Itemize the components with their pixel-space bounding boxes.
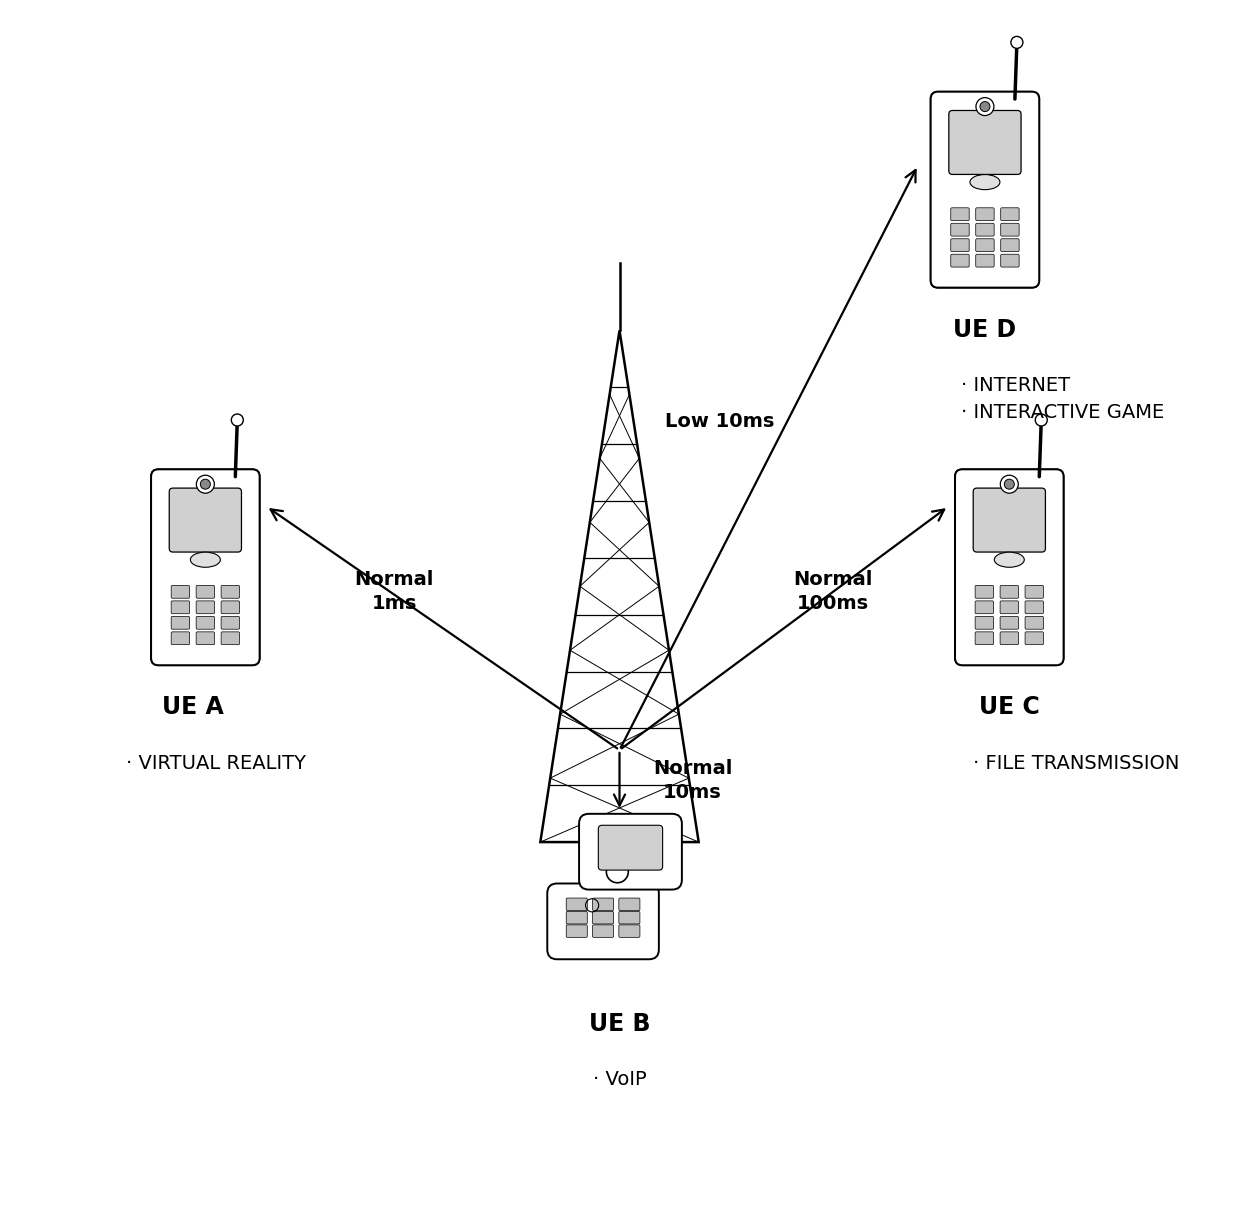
FancyBboxPatch shape	[951, 223, 970, 237]
FancyBboxPatch shape	[955, 469, 1064, 665]
FancyBboxPatch shape	[951, 239, 970, 251]
Circle shape	[606, 861, 629, 883]
Text: · VIRTUAL REALITY: · VIRTUAL REALITY	[126, 754, 306, 772]
FancyBboxPatch shape	[151, 469, 259, 665]
FancyBboxPatch shape	[1001, 223, 1019, 237]
FancyBboxPatch shape	[949, 111, 1021, 175]
FancyBboxPatch shape	[171, 632, 190, 644]
Circle shape	[1004, 479, 1014, 489]
FancyBboxPatch shape	[169, 488, 242, 552]
Text: Normal
100ms: Normal 100ms	[794, 570, 873, 612]
Ellipse shape	[994, 552, 1024, 567]
FancyBboxPatch shape	[975, 632, 993, 644]
FancyBboxPatch shape	[1025, 601, 1044, 614]
FancyBboxPatch shape	[976, 254, 994, 267]
FancyBboxPatch shape	[579, 814, 682, 890]
Circle shape	[1011, 37, 1023, 48]
FancyBboxPatch shape	[221, 616, 239, 630]
Text: · FILE TRANSMISSION: · FILE TRANSMISSION	[972, 754, 1179, 772]
FancyBboxPatch shape	[1001, 254, 1019, 267]
FancyBboxPatch shape	[593, 898, 614, 910]
FancyBboxPatch shape	[593, 925, 614, 938]
Text: Normal
1ms: Normal 1ms	[355, 570, 434, 612]
FancyBboxPatch shape	[970, 469, 1059, 660]
Text: Normal
10ms: Normal 10ms	[653, 759, 733, 802]
FancyBboxPatch shape	[567, 925, 588, 938]
FancyBboxPatch shape	[547, 883, 658, 960]
Circle shape	[1001, 476, 1018, 493]
FancyBboxPatch shape	[619, 898, 640, 910]
FancyBboxPatch shape	[599, 825, 662, 870]
FancyBboxPatch shape	[976, 239, 994, 251]
FancyBboxPatch shape	[196, 632, 215, 644]
FancyBboxPatch shape	[951, 254, 970, 267]
FancyBboxPatch shape	[567, 898, 588, 910]
FancyBboxPatch shape	[567, 912, 588, 924]
FancyBboxPatch shape	[931, 91, 1039, 287]
Text: UE D: UE D	[954, 318, 1017, 341]
FancyBboxPatch shape	[1001, 601, 1018, 614]
FancyBboxPatch shape	[221, 585, 239, 599]
FancyBboxPatch shape	[171, 616, 190, 630]
FancyBboxPatch shape	[196, 601, 215, 614]
Text: Low 10ms: Low 10ms	[666, 411, 775, 431]
FancyBboxPatch shape	[196, 616, 215, 630]
FancyBboxPatch shape	[221, 632, 239, 644]
Text: UE A: UE A	[162, 695, 224, 719]
FancyBboxPatch shape	[976, 208, 994, 221]
FancyBboxPatch shape	[151, 469, 259, 665]
Text: · VoIP: · VoIP	[593, 1071, 646, 1089]
FancyBboxPatch shape	[593, 912, 614, 924]
FancyBboxPatch shape	[975, 585, 993, 599]
FancyBboxPatch shape	[973, 488, 1045, 552]
FancyBboxPatch shape	[619, 925, 640, 938]
FancyBboxPatch shape	[1001, 208, 1019, 221]
FancyBboxPatch shape	[1001, 616, 1018, 630]
FancyBboxPatch shape	[1025, 616, 1044, 630]
FancyBboxPatch shape	[165, 469, 255, 660]
FancyBboxPatch shape	[1001, 239, 1019, 251]
Circle shape	[1035, 414, 1048, 426]
FancyBboxPatch shape	[221, 601, 239, 614]
Ellipse shape	[191, 552, 221, 567]
FancyBboxPatch shape	[1001, 585, 1018, 599]
FancyBboxPatch shape	[945, 92, 1034, 283]
FancyBboxPatch shape	[975, 601, 993, 614]
Text: UE B: UE B	[589, 1011, 650, 1036]
Text: UE C: UE C	[978, 695, 1039, 719]
Circle shape	[201, 479, 211, 489]
Circle shape	[980, 101, 990, 112]
Circle shape	[232, 414, 243, 426]
FancyBboxPatch shape	[955, 469, 1064, 665]
FancyBboxPatch shape	[931, 91, 1039, 287]
FancyBboxPatch shape	[619, 912, 640, 924]
FancyBboxPatch shape	[975, 616, 993, 630]
FancyBboxPatch shape	[1001, 632, 1018, 644]
FancyBboxPatch shape	[171, 601, 190, 614]
Circle shape	[196, 476, 215, 493]
FancyBboxPatch shape	[171, 585, 190, 599]
FancyBboxPatch shape	[1025, 632, 1044, 644]
Text: · INTERNET
· INTERACTIVE GAME: · INTERNET · INTERACTIVE GAME	[961, 376, 1164, 421]
FancyBboxPatch shape	[1025, 585, 1044, 599]
Ellipse shape	[970, 175, 999, 190]
FancyBboxPatch shape	[976, 223, 994, 237]
Circle shape	[976, 97, 994, 116]
FancyBboxPatch shape	[196, 585, 215, 599]
FancyBboxPatch shape	[951, 208, 970, 221]
